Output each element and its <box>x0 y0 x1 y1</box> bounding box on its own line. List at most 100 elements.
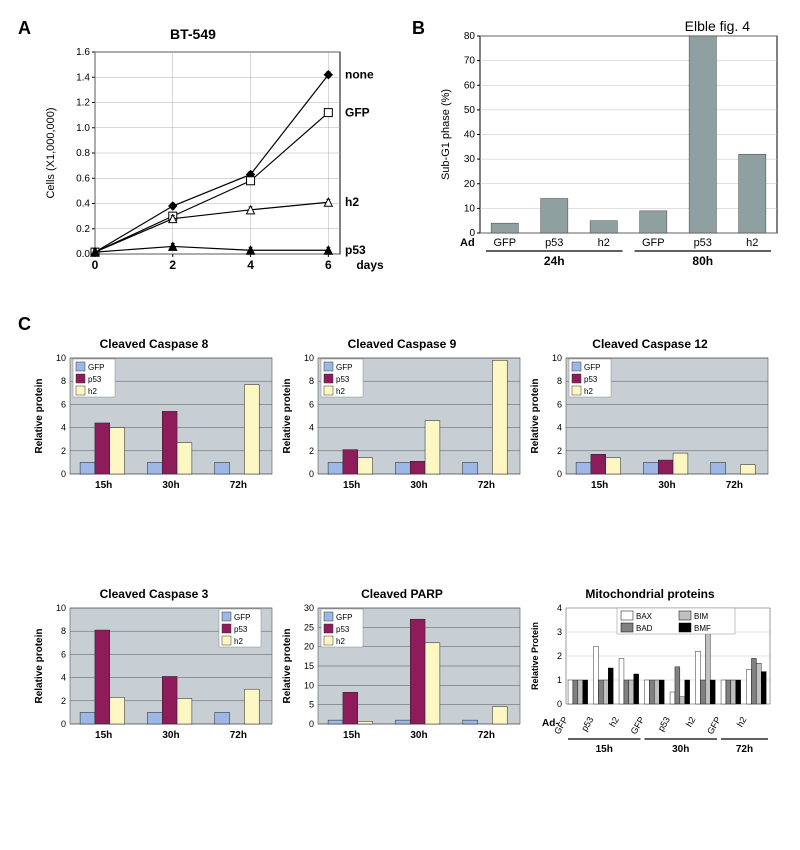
svg-text:15h: 15h <box>95 480 112 491</box>
svg-text:15h: 15h <box>591 480 608 491</box>
svg-text:0.4: 0.4 <box>76 199 90 210</box>
svg-text:0.2: 0.2 <box>76 224 90 235</box>
panel-c-subchart: Cleaved Caspase 80246810Relative protein… <box>30 334 278 584</box>
panel-c-mito-chart: Mitochondrial proteins01234Relative Prot… <box>526 584 774 834</box>
svg-text:p53: p53 <box>694 237 712 249</box>
svg-text:1.2: 1.2 <box>76 98 90 109</box>
svg-text:10: 10 <box>56 603 66 613</box>
svg-text:10: 10 <box>552 353 562 363</box>
svg-text:GFP: GFP <box>88 363 104 372</box>
svg-text:2: 2 <box>309 446 314 456</box>
panel-b-label: B <box>412 18 425 39</box>
svg-text:Cleaved Caspase 8: Cleaved Caspase 8 <box>100 337 209 351</box>
svg-text:p53: p53 <box>656 715 672 733</box>
svg-text:GFP: GFP <box>705 715 723 736</box>
svg-text:50: 50 <box>464 105 476 116</box>
svg-text:80h: 80h <box>692 254 713 268</box>
svg-text:6: 6 <box>61 649 66 659</box>
svg-text:h2: h2 <box>336 637 345 646</box>
svg-text:0: 0 <box>61 469 66 479</box>
svg-text:1: 1 <box>557 675 562 685</box>
svg-text:0.6: 0.6 <box>76 173 90 184</box>
svg-text:Cleaved Caspase 9: Cleaved Caspase 9 <box>348 337 457 351</box>
svg-text:0.8: 0.8 <box>76 148 90 159</box>
svg-text:0: 0 <box>309 719 314 729</box>
panel-c-label: C <box>18 314 31 335</box>
svg-text:GFP: GFP <box>234 613 250 622</box>
svg-text:4: 4 <box>61 673 66 683</box>
svg-text:4: 4 <box>309 423 314 433</box>
svg-text:2: 2 <box>557 446 562 456</box>
svg-text:20: 20 <box>304 642 314 652</box>
svg-text:2: 2 <box>169 258 176 272</box>
svg-text:30: 30 <box>464 154 476 165</box>
panel-b-chart: 01020304050607080Sub-G1 phase (%)GFPp53h… <box>435 28 785 288</box>
svg-text:1.0: 1.0 <box>76 123 90 134</box>
svg-text:30h: 30h <box>162 730 179 741</box>
svg-text:8: 8 <box>61 626 66 636</box>
svg-text:h2: h2 <box>584 387 593 396</box>
svg-text:p53: p53 <box>234 625 248 634</box>
svg-text:Ad: Ad <box>460 237 475 249</box>
panel-c-subchart: Cleaved PARP051015202530Relative protein… <box>278 584 526 834</box>
svg-text:p53: p53 <box>545 237 563 249</box>
svg-text:h2: h2 <box>234 637 243 646</box>
svg-text:30h: 30h <box>658 480 675 491</box>
svg-text:p53: p53 <box>336 375 350 384</box>
svg-text:2: 2 <box>61 696 66 706</box>
svg-text:0.0: 0.0 <box>76 249 90 260</box>
svg-text:p53: p53 <box>336 625 350 634</box>
svg-text:4: 4 <box>557 423 562 433</box>
svg-text:15: 15 <box>304 661 314 671</box>
svg-text:6: 6 <box>325 258 332 272</box>
svg-text:h2: h2 <box>607 715 621 729</box>
svg-text:3: 3 <box>557 627 562 637</box>
svg-text:72h: 72h <box>726 480 743 491</box>
svg-text:6: 6 <box>557 399 562 409</box>
svg-text:p53: p53 <box>345 243 366 257</box>
svg-text:15h: 15h <box>596 744 613 755</box>
svg-text:BMF: BMF <box>694 624 711 633</box>
svg-text:30h: 30h <box>672 744 689 755</box>
svg-text:5: 5 <box>309 700 314 710</box>
svg-text:15h: 15h <box>95 730 112 741</box>
svg-text:30h: 30h <box>162 480 179 491</box>
svg-text:h2: h2 <box>598 237 610 249</box>
svg-text:10: 10 <box>304 680 314 690</box>
svg-text:30h: 30h <box>410 480 427 491</box>
svg-text:GFP: GFP <box>584 363 600 372</box>
svg-text:Cleaved Caspase 3: Cleaved Caspase 3 <box>100 587 209 601</box>
svg-text:8: 8 <box>309 376 314 386</box>
svg-text:0: 0 <box>92 258 99 272</box>
svg-text:1.6: 1.6 <box>76 47 90 58</box>
svg-text:40: 40 <box>464 130 476 141</box>
svg-text:0: 0 <box>557 469 562 479</box>
svg-text:0: 0 <box>61 719 66 729</box>
panel-a-title: BT-549 <box>170 26 216 42</box>
svg-text:Relative protein: Relative protein <box>282 378 293 453</box>
svg-text:80: 80 <box>464 31 476 42</box>
svg-text:10: 10 <box>56 353 66 363</box>
svg-text:60: 60 <box>464 80 476 91</box>
svg-text:GFP: GFP <box>345 106 370 120</box>
svg-text:Relative Protein: Relative Protein <box>530 622 540 690</box>
svg-text:10: 10 <box>464 203 476 214</box>
svg-text:h2: h2 <box>336 387 345 396</box>
svg-text:GFP: GFP <box>493 237 516 249</box>
svg-text:70: 70 <box>464 56 476 67</box>
svg-text:h2: h2 <box>345 195 359 209</box>
svg-text:h2: h2 <box>735 715 749 729</box>
svg-text:0: 0 <box>557 699 562 709</box>
svg-text:BAD: BAD <box>636 624 653 633</box>
svg-text:72h: 72h <box>736 744 753 755</box>
svg-text:24h: 24h <box>544 254 565 268</box>
svg-text:GFP: GFP <box>642 237 665 249</box>
svg-text:Cells (X1,000,000): Cells (X1,000,000) <box>45 107 57 198</box>
svg-text:25: 25 <box>304 622 314 632</box>
svg-text:Relative protein: Relative protein <box>34 378 45 453</box>
panel-a-chart: 0.00.20.40.60.81.01.21.41.60246daysCells… <box>40 46 390 286</box>
svg-text:h2: h2 <box>746 237 758 249</box>
svg-text:2: 2 <box>557 651 562 661</box>
svg-text:none: none <box>345 68 374 82</box>
svg-text:8: 8 <box>61 376 66 386</box>
